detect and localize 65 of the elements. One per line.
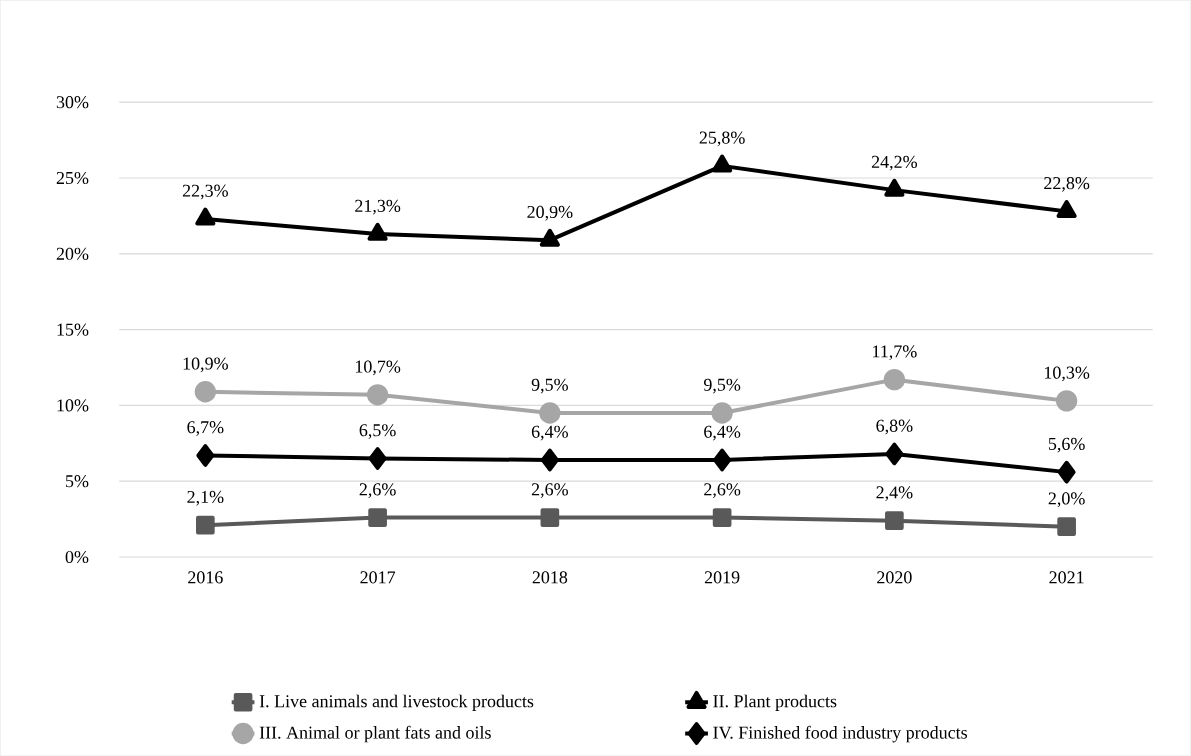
y-tick-label: 10% — [57, 399, 89, 412]
point — [1056, 199, 1077, 218]
point — [539, 228, 560, 247]
point — [196, 444, 215, 467]
point — [884, 178, 905, 197]
data-label: 2,1% — [187, 490, 224, 506]
point — [1055, 390, 1078, 412]
legend-label: II. Plant products — [713, 694, 837, 711]
point — [883, 368, 906, 391]
point — [713, 448, 732, 472]
point — [885, 442, 904, 466]
point — [366, 384, 389, 406]
point — [712, 508, 732, 527]
point — [368, 447, 387, 470]
x-tick-label: 2021 — [1049, 571, 1084, 584]
data-label: 2,4% — [876, 486, 913, 501]
data-label: 10,3% — [1044, 366, 1090, 382]
point — [194, 381, 217, 403]
point — [1057, 460, 1076, 484]
data-label: 21,3% — [355, 199, 401, 215]
y-tick-label: 20% — [56, 247, 89, 260]
data-label: 2,6% — [359, 483, 396, 498]
data-label: 6,7% — [187, 421, 224, 436]
x-tick-label: 2016 — [188, 571, 223, 584]
data-label: 6,8% — [876, 419, 913, 435]
point — [539, 402, 561, 424]
data-label: 25,8% — [699, 131, 745, 147]
y-tick-label: 25% — [56, 171, 89, 185]
data-label: 5,6% — [1048, 437, 1085, 453]
data-label: 10,9% — [183, 357, 228, 373]
data-label: 6,4% — [704, 425, 741, 441]
data-label: 10,7% — [355, 360, 401, 376]
data-label: 24,2% — [871, 155, 917, 171]
y-tick-label: 30% — [56, 96, 89, 109]
point — [540, 508, 560, 527]
data-label: 20,9% — [527, 205, 573, 221]
data-label: 22,8% — [1044, 176, 1090, 192]
point — [367, 222, 388, 241]
data-label: 11,7% — [873, 345, 917, 360]
point — [885, 511, 904, 530]
point — [1057, 517, 1076, 536]
point — [711, 402, 733, 424]
point — [195, 207, 216, 226]
point — [368, 508, 387, 527]
data-label: 9,5% — [703, 378, 741, 394]
y-tick-label: 0% — [65, 550, 89, 564]
data-label: 9,5% — [531, 378, 568, 394]
x-tick-label: 2019 — [704, 571, 740, 584]
data-label: 2,0% — [1048, 492, 1085, 507]
y-tick-label: 15% — [57, 323, 89, 336]
point — [196, 515, 215, 535]
legend-label: IV. Finished food industry products — [713, 725, 967, 743]
point — [712, 154, 733, 173]
data-label: 2,6% — [704, 483, 741, 498]
x-tick-label: 2018 — [532, 571, 568, 584]
data-label: 22,3% — [182, 184, 228, 200]
data-label: 6,4% — [531, 425, 568, 441]
point — [540, 448, 559, 472]
y-tick-label: 5% — [66, 475, 89, 488]
data-label: 6,5% — [359, 424, 396, 439]
data-label: 2,6% — [531, 483, 568, 498]
legend-label: III. Animal or plant fats and oils — [259, 725, 491, 743]
x-tick-label: 2020 — [877, 571, 912, 584]
legend-label: I. Live animals and livestock products — [259, 694, 534, 711]
x-tick-label: 2017 — [360, 571, 396, 584]
